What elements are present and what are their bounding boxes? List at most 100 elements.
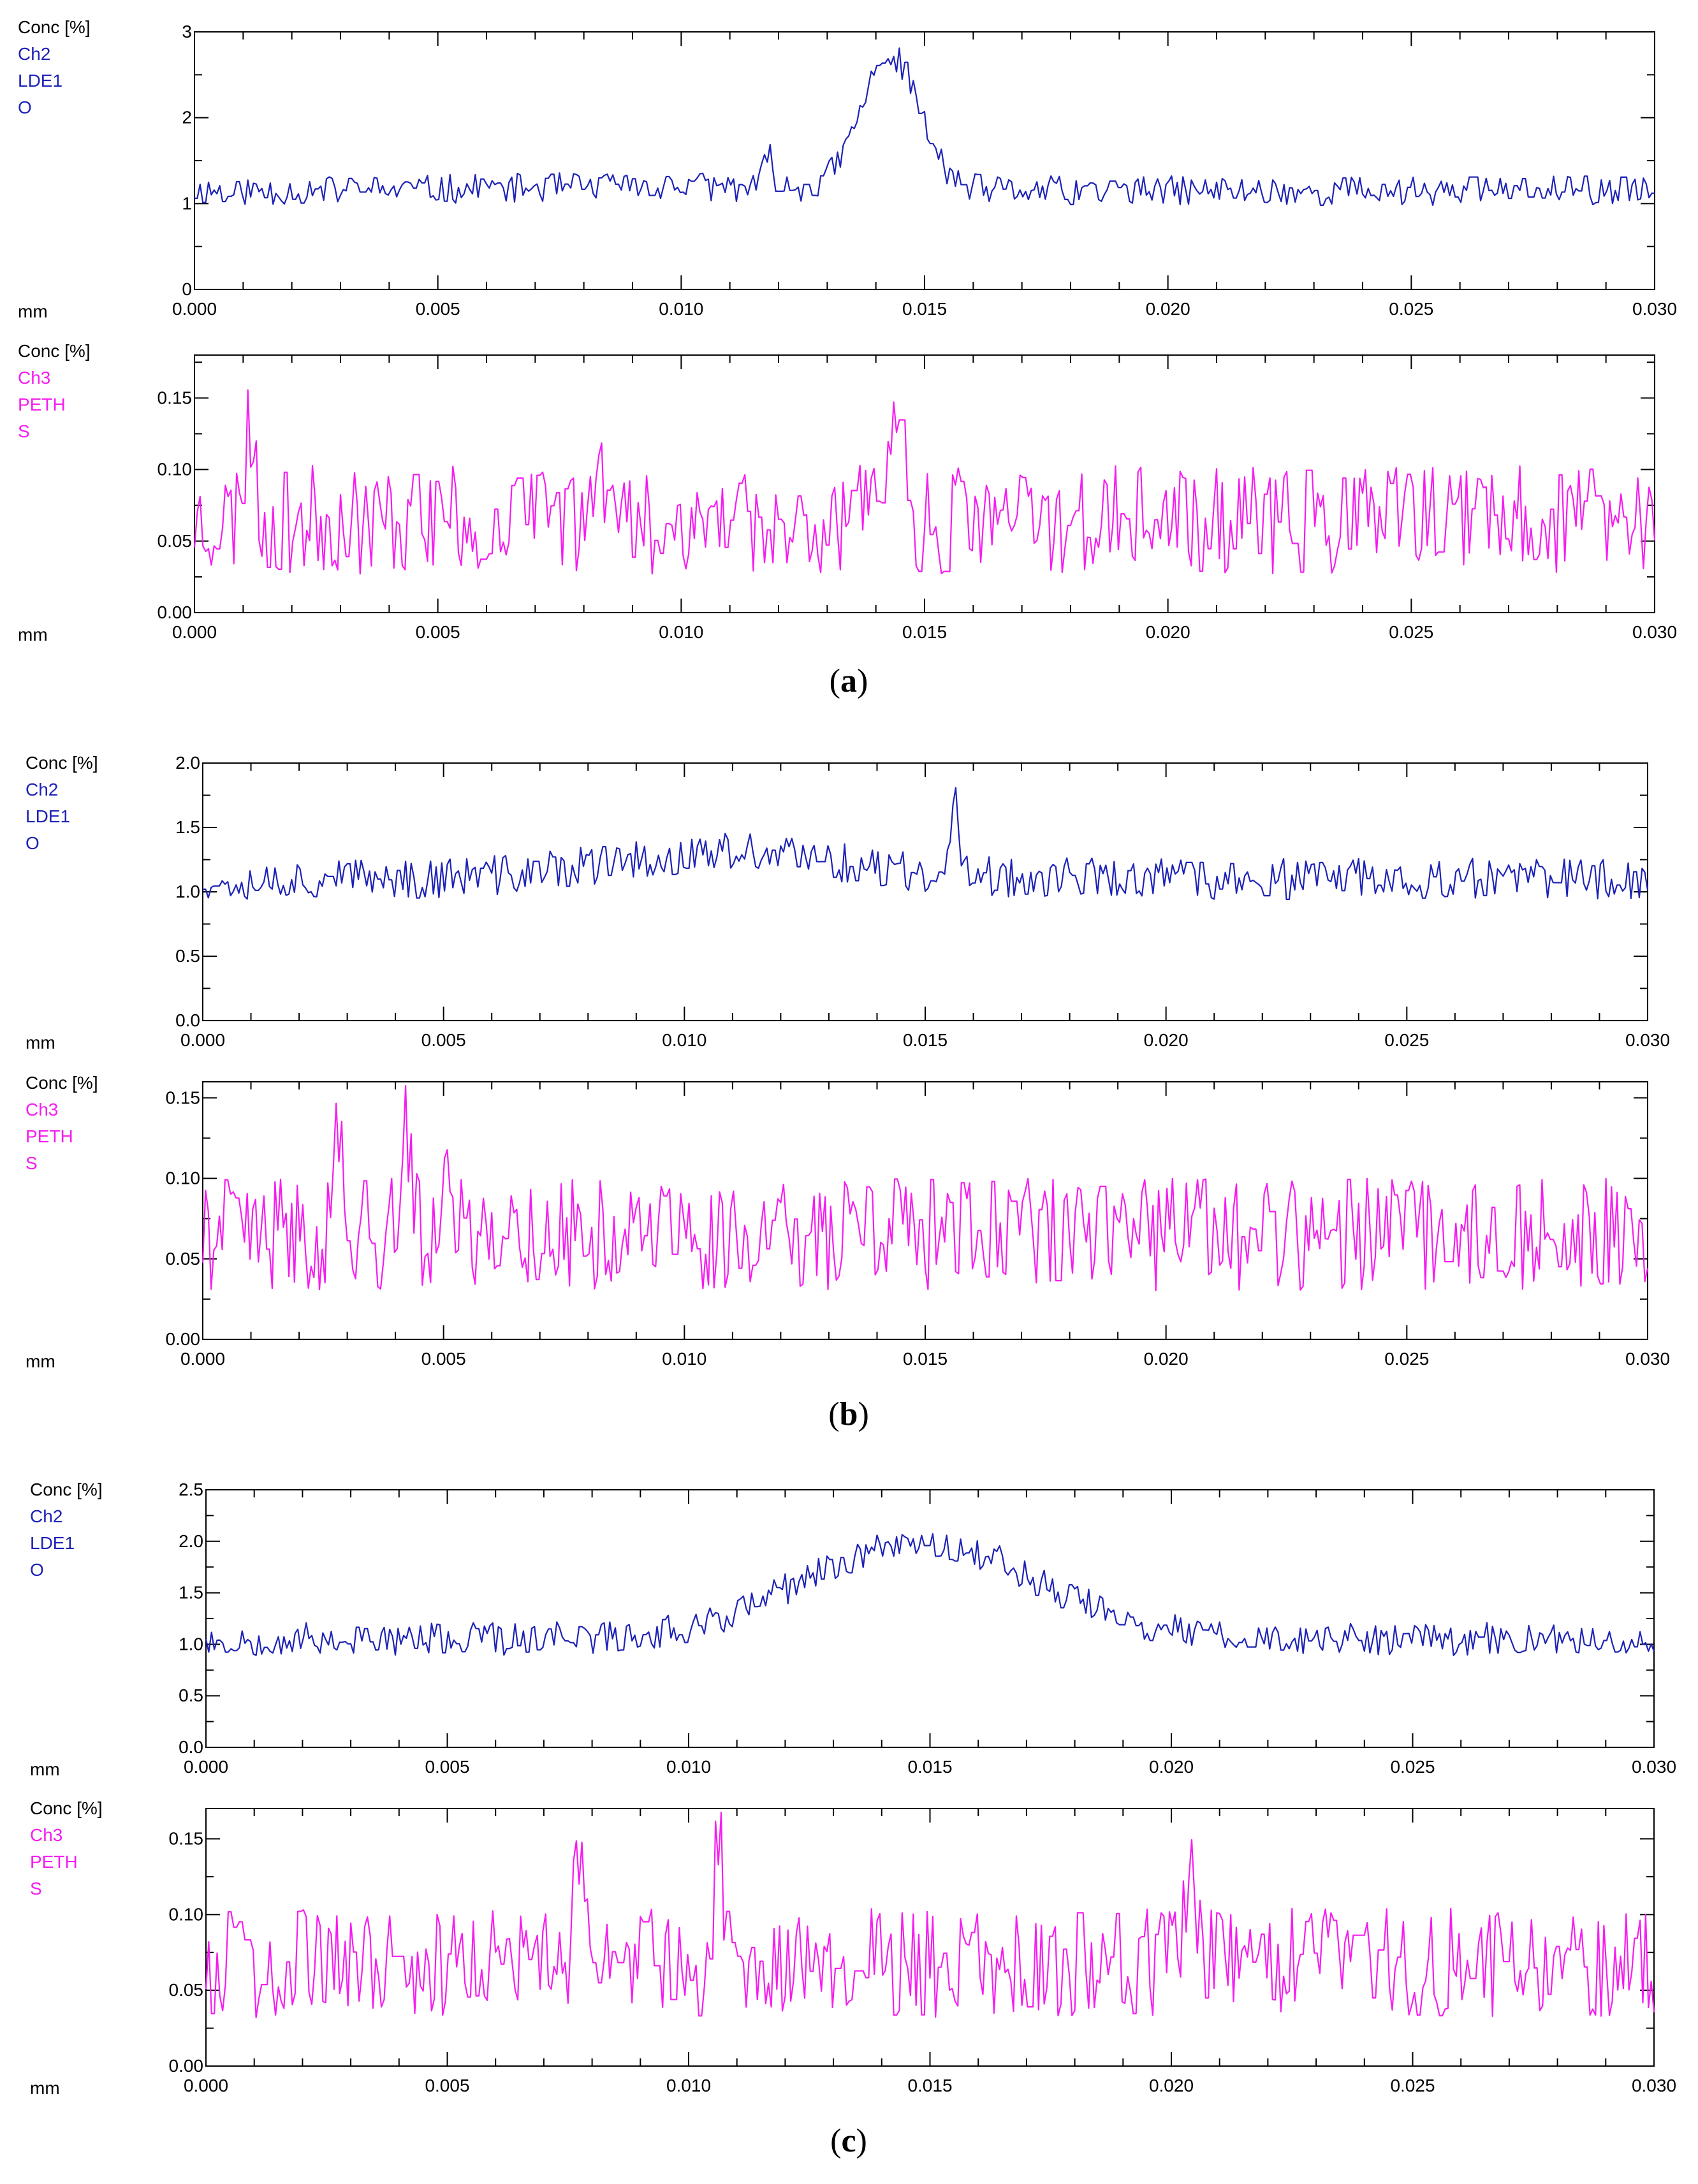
detector-label: LDE1 bbox=[26, 806, 70, 826]
panel-caption-letter: b bbox=[840, 1396, 858, 1432]
x-tick-label: 0.015 bbox=[907, 2076, 952, 2095]
panel-b: Conc [%] Ch2 LDE1 Omm 0.000 0.005 0.010 0.015 0.… bbox=[26, 753, 1670, 1432]
element-label: O bbox=[30, 1560, 44, 1580]
x-unit-label: mm bbox=[18, 625, 48, 644]
channel-label: Ch3 bbox=[30, 1825, 62, 1845]
x-unit-label: mm bbox=[30, 2078, 60, 2098]
detector-label: LDE1 bbox=[18, 71, 62, 91]
x-tick-label: 0.010 bbox=[659, 299, 703, 319]
plot-frame bbox=[205, 1808, 1655, 2067]
panel-caption-letter: a bbox=[840, 663, 857, 699]
x-unit-label: mm bbox=[26, 1351, 55, 1371]
element-label: S bbox=[18, 421, 30, 441]
detector-label: LDE1 bbox=[30, 1533, 75, 1553]
y-tick-label: 0.15 bbox=[157, 388, 193, 407]
x-unit-label: mm bbox=[18, 302, 48, 321]
y-unit-label: Conc [%] bbox=[30, 1798, 103, 1818]
y-tick-label: 1 bbox=[182, 193, 192, 213]
y-tick-label: 1.5 bbox=[175, 817, 200, 837]
plot-frame bbox=[205, 1489, 1655, 1748]
x-tick-label: 0.030 bbox=[1632, 2076, 1676, 2095]
y-tick-label: 0.10 bbox=[157, 460, 193, 479]
y-tick-label: 3 bbox=[182, 22, 192, 41]
x-tick-label: 0.015 bbox=[903, 1349, 948, 1369]
x-tick-label: 0.025 bbox=[1389, 622, 1433, 642]
x-tick-label: 0.000 bbox=[172, 299, 217, 319]
x-tick-label: 0.020 bbox=[1149, 2076, 1194, 2095]
series-line bbox=[193, 389, 1656, 575]
x-tick-label: 0.025 bbox=[1390, 2076, 1435, 2095]
chart-a-2: Conc [%] Ch3 PETH Smm 0.000 0.005 0.010 0.015 0.… bbox=[18, 341, 1677, 644]
y-unit-label: Conc [%] bbox=[26, 1073, 98, 1093]
y-tick-label: 0.10 bbox=[169, 1904, 204, 1924]
y-tick-label: 0.15 bbox=[169, 1829, 204, 1849]
element-label: S bbox=[26, 1153, 38, 1173]
chart-c-1: Conc [%] Ch2 LDE1 Omm 0.000 0.005 0.010 0.015 0.… bbox=[30, 1480, 1676, 1779]
detector-label: PETH bbox=[18, 395, 66, 414]
detector-label: PETH bbox=[26, 1126, 73, 1146]
y-tick-label: 0.05 bbox=[166, 1249, 201, 1269]
y-tick-label: 1.5 bbox=[179, 1583, 203, 1603]
panel-caption-letter: c bbox=[841, 2123, 856, 2159]
x-tick-label: 0.020 bbox=[1146, 622, 1190, 642]
x-tick-label: 0.000 bbox=[180, 1349, 225, 1369]
y-tick-label: 0.05 bbox=[157, 531, 193, 551]
x-tick-label: 0.005 bbox=[416, 299, 460, 319]
x-tick-label: 0.030 bbox=[1632, 1757, 1676, 1777]
y-unit-label: Conc [%] bbox=[18, 341, 91, 361]
x-tick-label: 0.005 bbox=[421, 1030, 466, 1050]
x-tick-label: 0.015 bbox=[907, 1757, 952, 1777]
y-tick-label: 2.0 bbox=[175, 753, 200, 773]
x-tick-label: 0.005 bbox=[421, 1349, 466, 1369]
plot-frame bbox=[194, 354, 1655, 613]
x-tick-label: 0.015 bbox=[902, 622, 947, 642]
y-tick-label: 0.05 bbox=[169, 1980, 204, 2000]
y-tick-label: 0.00 bbox=[169, 2056, 204, 2076]
y-tick-label: 0.5 bbox=[179, 1685, 203, 1705]
x-tick-label: 0.030 bbox=[1632, 622, 1677, 642]
series-line bbox=[203, 787, 1649, 901]
panel-caption: (a) bbox=[830, 663, 868, 699]
detector-label: PETH bbox=[30, 1852, 78, 1872]
x-tick-label: 0.000 bbox=[184, 2076, 228, 2095]
chart-b-1: Conc [%] Ch2 LDE1 Omm 0.000 0.005 0.010 0.015 0.… bbox=[26, 753, 1670, 1052]
x-tick-label: 0.025 bbox=[1390, 1757, 1435, 1777]
x-tick-label: 0.030 bbox=[1625, 1349, 1670, 1369]
element-label: O bbox=[18, 98, 32, 117]
x-tick-label: 0.005 bbox=[416, 622, 460, 642]
x-tick-label: 0.000 bbox=[180, 1030, 225, 1050]
x-tick-label: 0.020 bbox=[1144, 1030, 1189, 1050]
series-line bbox=[194, 47, 1655, 206]
x-unit-label: mm bbox=[26, 1033, 55, 1052]
y-tick-label: 2 bbox=[182, 108, 192, 127]
x-tick-label: 0.020 bbox=[1149, 1757, 1194, 1777]
element-label: O bbox=[26, 833, 40, 853]
y-tick-label: 0.15 bbox=[166, 1088, 201, 1107]
x-tick-label: 0.020 bbox=[1144, 1349, 1189, 1369]
x-tick-label: 0.010 bbox=[666, 1757, 711, 1777]
chart-a-1: Conc [%] Ch2 LDE1 Omm 0.000 0.005 0.010 0.015 0.… bbox=[18, 17, 1677, 321]
x-tick-label: 0.000 bbox=[184, 1757, 228, 1777]
series-line bbox=[201, 1084, 1649, 1292]
element-label: S bbox=[30, 1879, 42, 1898]
y-tick-label: 1.0 bbox=[179, 1634, 203, 1654]
x-tick-label: 0.030 bbox=[1625, 1030, 1670, 1050]
panel-c: Conc [%] Ch2 LDE1 Omm 0.000 0.005 0.010 0.015 0.… bbox=[30, 1480, 1676, 2159]
series-line bbox=[205, 1533, 1655, 1656]
y-unit-label: Conc [%] bbox=[26, 753, 98, 773]
y-tick-label: 0.5 bbox=[175, 946, 200, 966]
x-unit-label: mm bbox=[30, 1759, 60, 1779]
chart-b-2: Conc [%] Ch3 PETH Smm 0.000 0.005 0.010 0.015 0.… bbox=[26, 1073, 1670, 1371]
chart-c-2: Conc [%] Ch3 PETH Smm 0.000 0.005 0.010 0.015 0.… bbox=[30, 1798, 1676, 2098]
y-tick-label: 0 bbox=[182, 279, 192, 299]
channel-label: Ch2 bbox=[30, 1506, 62, 1526]
channel-label: Ch3 bbox=[26, 1100, 58, 1119]
y-tick-label: 2.5 bbox=[179, 1480, 203, 1499]
x-tick-label: 0.010 bbox=[662, 1349, 706, 1369]
y-tick-label: 1.0 bbox=[175, 882, 200, 901]
y-unit-label: Conc [%] bbox=[30, 1480, 103, 1499]
x-tick-label: 0.020 bbox=[1146, 299, 1190, 319]
x-tick-label: 0.010 bbox=[662, 1030, 706, 1050]
x-tick-label: 0.025 bbox=[1384, 1030, 1429, 1050]
y-tick-label: 0.0 bbox=[175, 1010, 200, 1030]
